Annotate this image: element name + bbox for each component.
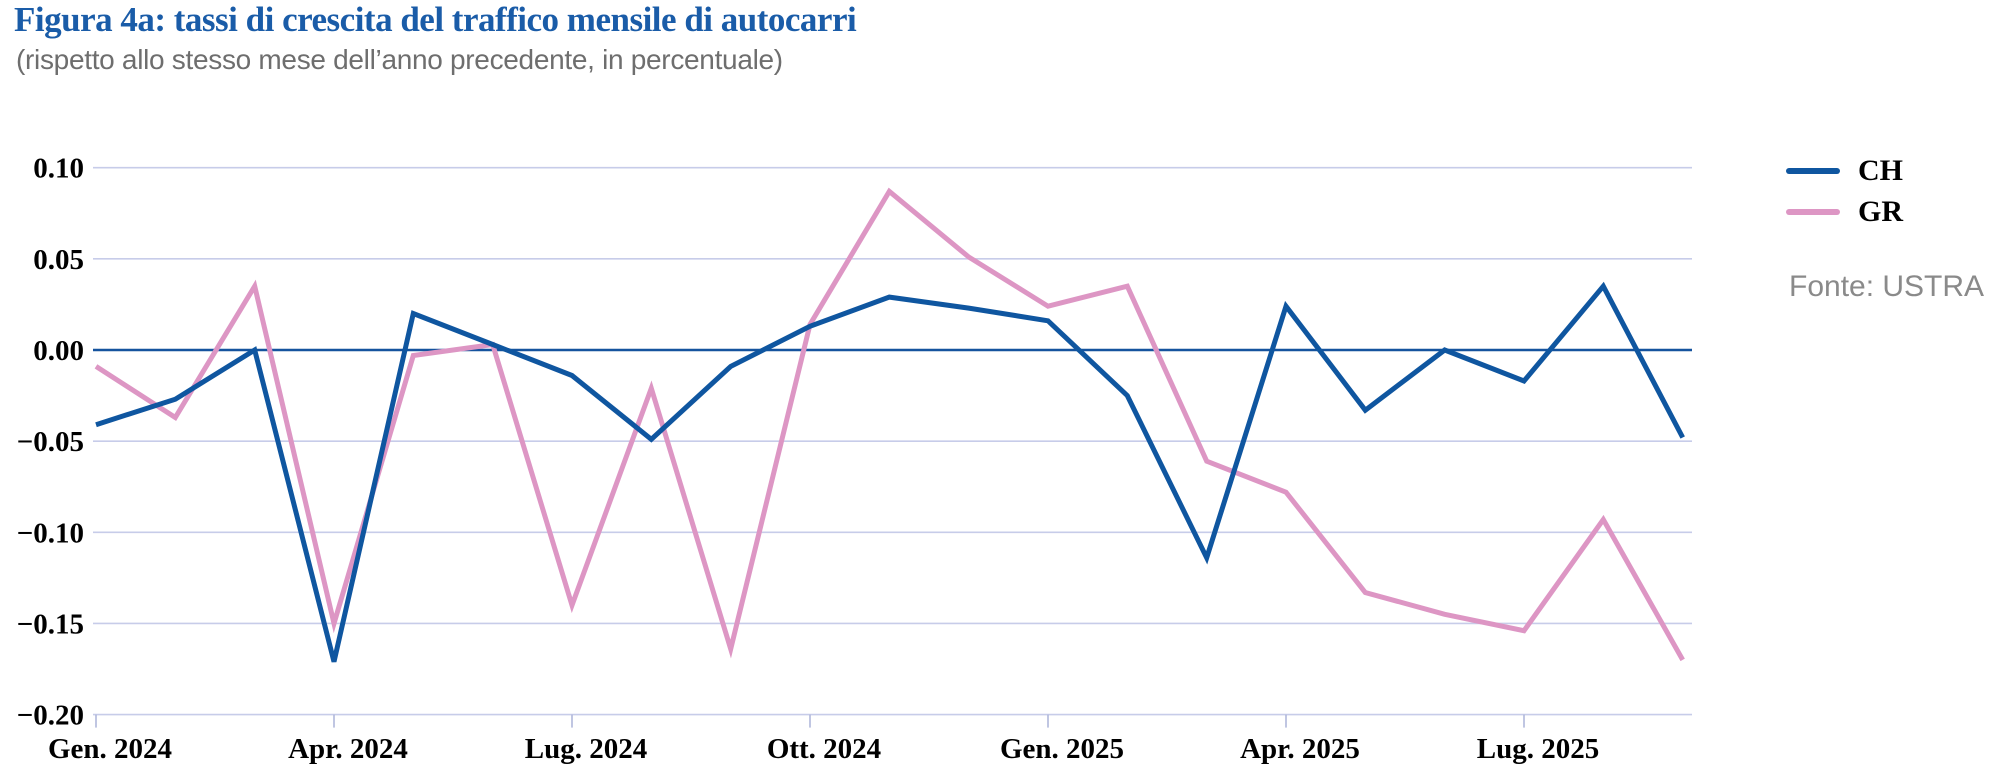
x-tick-label: Apr. 2024 (288, 733, 408, 765)
y-tick-label: −0.05 (17, 426, 84, 458)
y-tick-label: −0.10 (17, 517, 84, 549)
legend-label-ch: CH (1858, 153, 1903, 187)
x-tick-label: Apr. 2025 (1240, 733, 1360, 765)
y-tick-label: 0.10 (33, 153, 84, 185)
legend-item-ch: CH (1786, 150, 1903, 191)
gr-series-line (94, 187, 1685, 662)
x-tick-label: Gen. 2025 (1000, 733, 1124, 765)
y-tick-label: 0.00 (33, 335, 84, 367)
legend-swatch-gr (1786, 208, 1840, 215)
x-tick-label: Lug. 2024 (525, 733, 647, 765)
legend: CH GR (1786, 150, 1903, 232)
ch-series-line (95, 281, 1685, 663)
y-tick-label: 0.05 (33, 244, 84, 276)
source-note: Fonte: USTRA (1789, 270, 1985, 303)
y-tick-label: −0.20 (17, 700, 84, 732)
x-tick-label: Gen. 2024 (48, 733, 172, 765)
legend-swatch-ch (1786, 167, 1840, 174)
x-tick-label: Ott. 2024 (767, 733, 881, 765)
y-tick-label: −0.15 (17, 608, 84, 640)
chart-subtitle: (rispetto allo stesso mese dell’anno pre… (16, 44, 783, 75)
x-tick-label: Lug. 2025 (1477, 733, 1599, 765)
legend-item-gr: GR (1786, 191, 1903, 232)
legend-label-gr: GR (1858, 194, 1903, 228)
chart-title: Figura 4a: tassi di crescita del traffic… (14, 0, 857, 39)
